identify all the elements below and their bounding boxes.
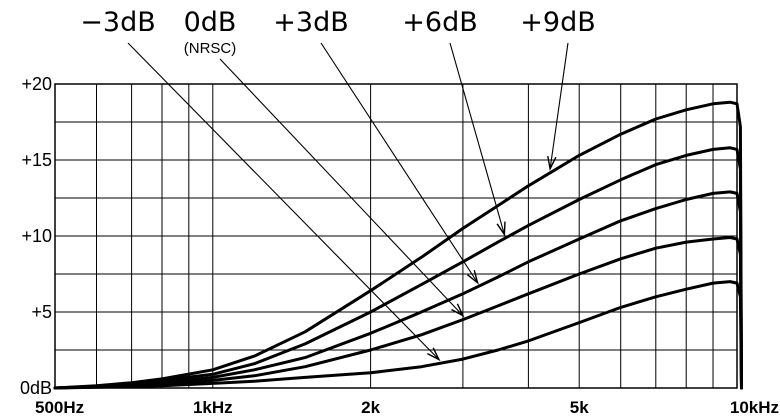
x-tick-label: 5k (570, 398, 589, 417)
y-tick-label: +20 (21, 74, 52, 94)
series-label: +3dB (273, 7, 348, 38)
pointer-arrowhead (496, 221, 506, 237)
x-tick-label: 500Hz (35, 398, 84, 417)
series-curve (53, 100, 743, 390)
pointer-line (320, 42, 479, 284)
x-tick-label: 1kHz (193, 398, 233, 417)
y-tick-label: 0dB (20, 378, 52, 398)
series-sublabel: (NRSC) (184, 40, 237, 57)
y-tick-label: +15 (21, 150, 52, 170)
grid (54, 83, 738, 389)
series-labels: −3dB 0dB (NRSC) +3dB +6dB +9dB (80, 7, 595, 57)
y-axis-ticks: 0dB +5 +10 +15 +20 (20, 74, 52, 398)
plot-frame (54, 83, 738, 389)
series-label: +6dB (402, 7, 477, 38)
pointer-arrowhead (427, 347, 441, 362)
pointer-arrowhead (547, 155, 557, 172)
x-tick-label: 10kHz (730, 398, 779, 417)
pointer-arrowhead (451, 303, 465, 318)
pointer-arrows (127, 42, 569, 362)
curves (53, 100, 743, 390)
series-curve (53, 190, 743, 390)
pointer-line (549, 42, 569, 169)
pointer-line (127, 42, 440, 360)
pointer-line (219, 58, 464, 316)
pointer-arrowhead (466, 270, 479, 285)
x-tick-label: 2k (361, 398, 380, 417)
series-curve (53, 236, 743, 390)
pointer-line (449, 42, 505, 235)
y-tick-label: +5 (31, 302, 52, 322)
y-tick-label: +10 (21, 226, 52, 246)
series-curve (53, 280, 743, 390)
series-curve (53, 146, 743, 390)
series-label: +9dB (520, 7, 595, 38)
series-label: 0dB (184, 7, 237, 38)
x-axis-ticks: 500Hz 1kHz 2k 5k 10kHz (35, 398, 779, 417)
series-label: −3dB (80, 7, 155, 38)
